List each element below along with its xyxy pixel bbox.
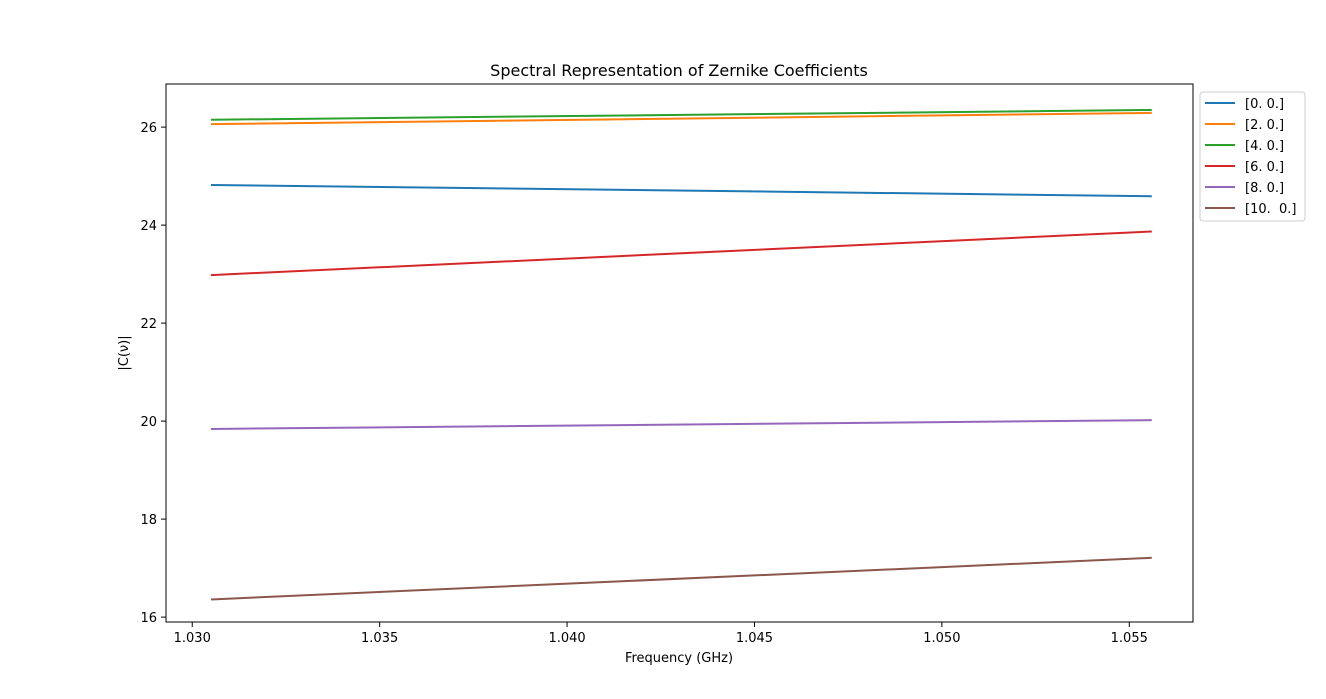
legend-label-5: [10. 0.] <box>1245 202 1297 217</box>
plot-frame <box>165 83 1194 623</box>
y-tick-label: 24 <box>140 219 157 234</box>
series-line-3 <box>210 230 1152 277</box>
legend-label-0: [0. 0.] <box>1245 97 1284 112</box>
series-line-4 <box>210 419 1152 430</box>
x-tick-label: 1.030 <box>174 631 211 646</box>
x-tick-label: 1.045 <box>736 631 773 646</box>
y-tick-label: 16 <box>140 611 157 626</box>
series-line-5 <box>210 556 1152 601</box>
y-tick-label: 22 <box>140 317 157 332</box>
legend-label-1: [2. 0.] <box>1245 118 1284 133</box>
y-axis-label: |C(ν)| <box>117 335 132 370</box>
y-tick-label: 26 <box>140 121 157 136</box>
y-tick-label: 20 <box>140 415 157 430</box>
legend-label-4: [8. 0.] <box>1245 181 1284 196</box>
series-line-2 <box>210 108 1152 121</box>
series-line-0 <box>210 183 1152 198</box>
plot-area <box>165 83 1194 623</box>
x-tick-label: 1.050 <box>923 631 960 646</box>
legend-label-2: [4. 0.] <box>1245 139 1284 154</box>
chart-title: Spectral Representation of Zernike Coeff… <box>490 61 868 80</box>
legend-label-3: [6. 0.] <box>1245 160 1284 175</box>
x-tick-label: 1.040 <box>548 631 585 646</box>
x-tick-label: 1.055 <box>1111 631 1148 646</box>
series-line-1 <box>210 111 1152 126</box>
y-axis-ticks: 16 18 20 22 24 26 <box>140 121 166 626</box>
x-axis-label: Frequency (GHz) <box>625 651 733 666</box>
series-lines <box>210 108 1152 601</box>
x-axis-ticks: 1.030 1.035 1.040 1.045 1.050 1.055 <box>174 622 1148 646</box>
legend: [0. 0.] [2. 0.] [4. 0.] [6. 0.] [8. 0.] [10. … <box>1199 91 1306 222</box>
x-tick-label: 1.035 <box>361 631 398 646</box>
y-tick-label: 18 <box>140 513 157 528</box>
